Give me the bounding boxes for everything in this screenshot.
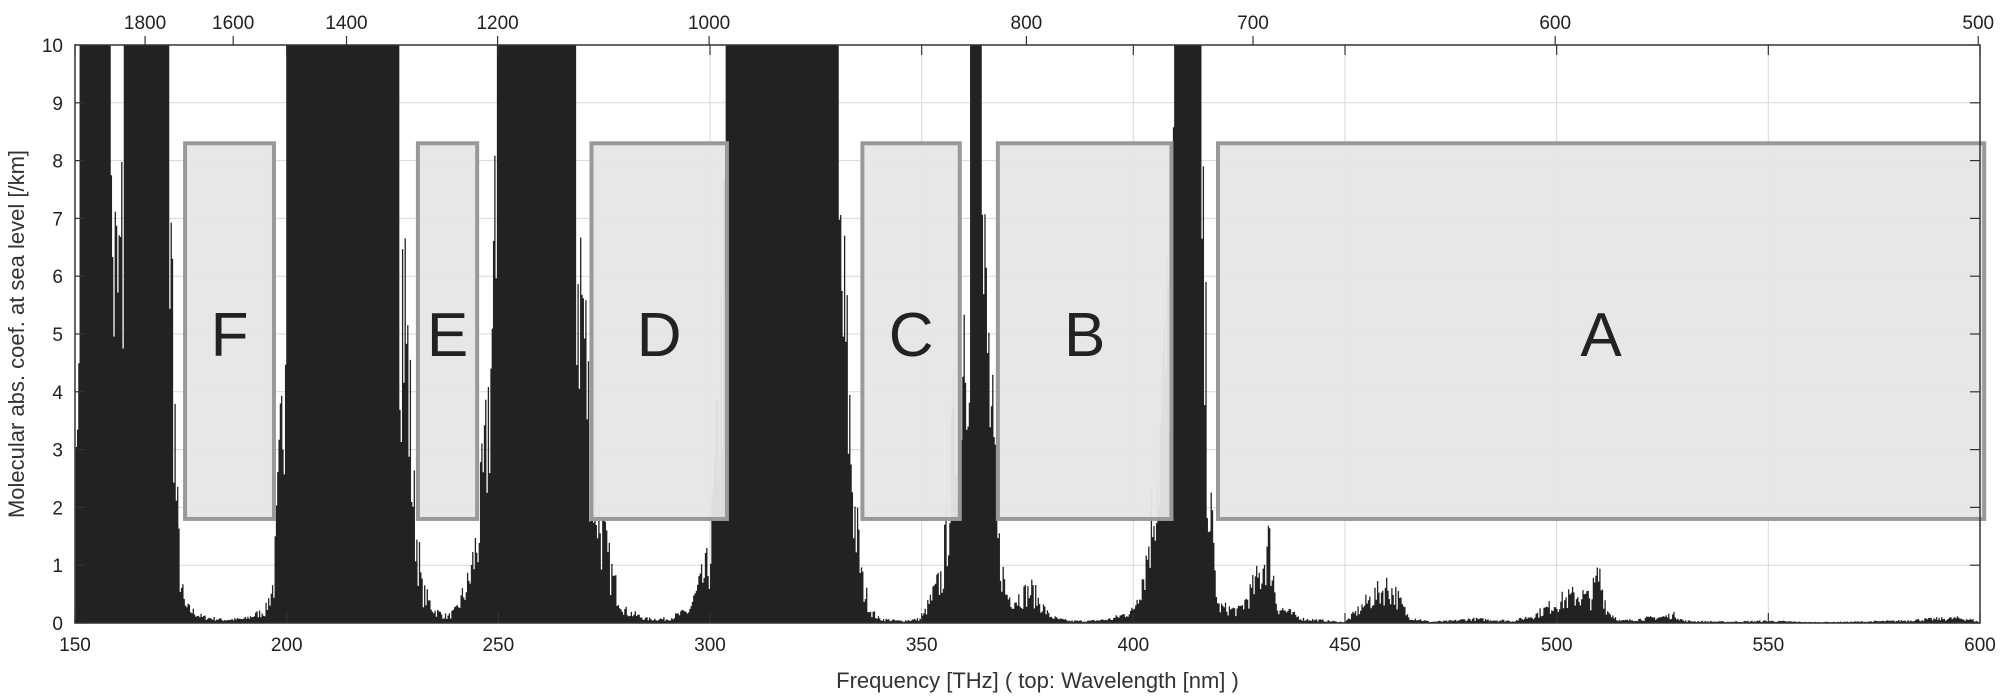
wavelength-tick-label: 600 xyxy=(1539,13,1571,34)
wavelength-tick-label: 700 xyxy=(1237,13,1269,34)
y-tick-label: 10 xyxy=(42,36,63,57)
x-tick-label: 500 xyxy=(1541,635,1573,656)
y-tick-label: 4 xyxy=(52,383,63,404)
wavelength-tick-label: 1000 xyxy=(688,13,730,34)
wavelength-tick-label: 1200 xyxy=(476,13,518,34)
x-tick-label: 450 xyxy=(1329,635,1361,656)
window-a xyxy=(1216,141,1987,521)
window-label-f: F xyxy=(211,301,249,370)
y-tick-label: 8 xyxy=(52,152,63,173)
window-label-d: D xyxy=(637,301,682,370)
wavelength-tick-label: 500 xyxy=(1962,13,1994,34)
window-label-a: A xyxy=(1580,301,1622,370)
window-b xyxy=(995,141,1174,521)
window-f xyxy=(183,141,276,521)
x-tick-label: 400 xyxy=(1117,635,1149,656)
wavelength-tick-label: 1800 xyxy=(124,13,166,34)
axes: 150 200 250 300 350 400 450 500 550 600 0 1 2 3 4 5 6 7 8 9… xyxy=(42,13,1996,656)
window-d xyxy=(589,141,729,521)
y-axis-title: Molecular abs. coef. at sea level [/km] xyxy=(4,150,29,518)
y-tick-label: 5 xyxy=(52,325,63,346)
window-c xyxy=(860,141,962,521)
y-tick-label: 6 xyxy=(52,267,63,288)
window-label-b: B xyxy=(1064,301,1105,370)
window-e xyxy=(415,141,480,521)
y-tick-label: 9 xyxy=(52,94,63,115)
x-tick-label: 300 xyxy=(694,635,726,656)
y-tick-label: 3 xyxy=(52,441,63,462)
x-tick-label: 350 xyxy=(906,635,938,656)
wavelength-tick-label: 1400 xyxy=(325,13,367,34)
x-axis-title: Frequency [THz] ( top: Wavelength [nm] ) xyxy=(836,668,1239,693)
x-tick-label: 150 xyxy=(59,635,91,656)
y-tick-label: 0 xyxy=(52,614,63,635)
y-tick-label: 2 xyxy=(52,498,63,519)
x-tick-label: 200 xyxy=(271,635,303,656)
x-tick-label: 600 xyxy=(1964,635,1996,656)
wavelength-tick-label: 1600 xyxy=(212,13,254,34)
y-tick-label: 7 xyxy=(52,209,63,230)
wavelength-tick-label: 800 xyxy=(1011,13,1043,34)
x-tick-label: 550 xyxy=(1752,635,1784,656)
x-tick-label: 250 xyxy=(482,635,514,656)
window-label-c: C xyxy=(889,301,934,370)
window-label-e: E xyxy=(427,301,468,370)
y-tick-label: 1 xyxy=(52,556,63,577)
